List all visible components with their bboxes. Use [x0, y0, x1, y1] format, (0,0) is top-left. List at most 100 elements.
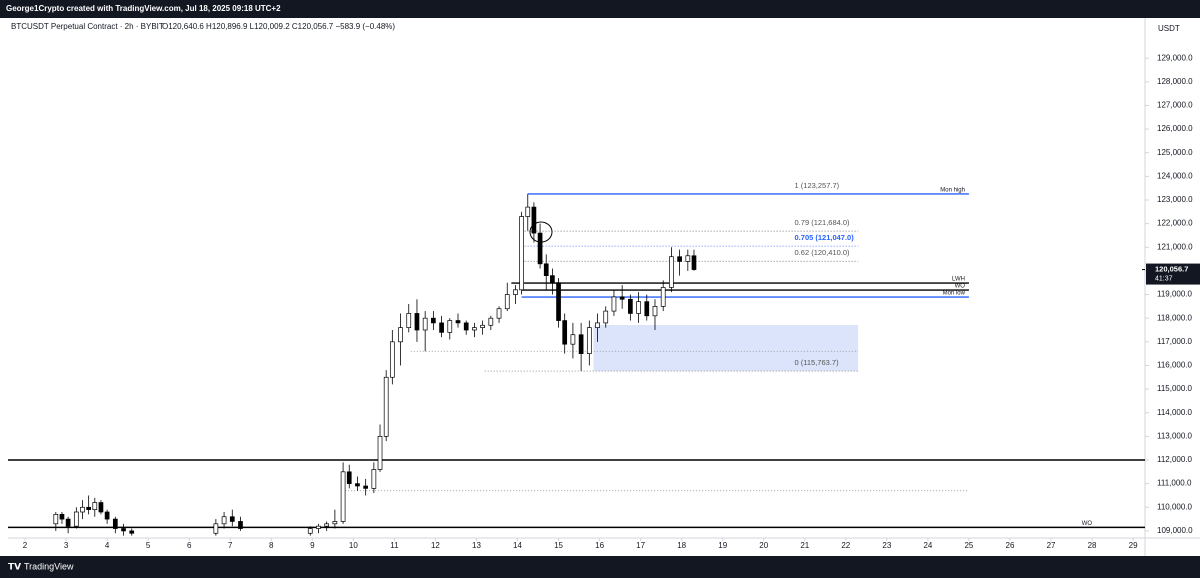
y-tick-label: 113,000.0: [1157, 431, 1193, 440]
y-tick-label: 119,000.0: [1157, 290, 1193, 299]
fib-label: 0 (115,763.7): [795, 358, 840, 367]
candle-body: [129, 530, 135, 534]
y-tick-label: 111,000.0: [1157, 479, 1192, 488]
y-tick-label: 114,000.0: [1157, 408, 1193, 417]
y-tick-label: 115,000.0: [1157, 384, 1193, 393]
candle-body: [691, 255, 697, 270]
y-tick-label: 127,000.0: [1157, 101, 1193, 110]
candle-body: [570, 334, 576, 345]
candle-body: [92, 502, 98, 510]
x-tick-label: 17: [636, 541, 645, 550]
x-tick-label: 24: [923, 541, 932, 550]
x-tick-label: 21: [800, 541, 809, 550]
fib-label: 0.705 (121,047.0): [795, 233, 855, 242]
candle-body: [121, 528, 126, 532]
created-by: George1Crypto created with TradingView.c…: [6, 4, 281, 13]
plot: [8, 193, 1145, 536]
candle-body: [73, 511, 79, 527]
fib-label: 1 (123,257.7): [795, 181, 840, 190]
zone: [593, 325, 859, 372]
ohlc-line: O120,640.6 H120,896.9 L120,009.2 C120,05…: [162, 22, 395, 31]
candle-body: [59, 514, 65, 520]
candle-body: [346, 471, 352, 484]
footer-text: TradingView: [24, 561, 74, 571]
candle-body: [324, 523, 330, 527]
x-tick-label: 15: [554, 541, 563, 550]
currency: USDT: [1158, 24, 1180, 33]
x-tick-label: 20: [759, 541, 768, 550]
candle-body: [316, 525, 321, 529]
y-tick-label: 124,000.0: [1157, 171, 1193, 180]
y-tick-label: 110,000.0: [1157, 502, 1193, 511]
candle-body: [371, 469, 377, 489]
candle-body: [496, 308, 502, 319]
x-tick-label: 6: [187, 541, 192, 550]
x-tick-label: 2: [23, 541, 28, 550]
x-tick-label: 27: [1047, 541, 1056, 550]
candle-body: [603, 310, 609, 324]
y-tick-label: 117,000.0: [1157, 337, 1193, 346]
y-tick-label: 112,000.0: [1157, 455, 1193, 464]
level-label: Mon high: [940, 187, 965, 193]
candle-body: [669, 256, 674, 288]
candle-body: [685, 255, 691, 262]
candle-body: [221, 516, 227, 525]
footer-bar: [0, 556, 1200, 578]
candle-body: [472, 327, 477, 331]
candle-body: [80, 506, 85, 513]
y-tick-label: 123,000.0: [1157, 195, 1193, 204]
candle-body: [595, 322, 600, 328]
candle-body: [332, 521, 338, 525]
last-price-label: 120,056.7: [1155, 265, 1188, 274]
candle-body: [480, 324, 485, 328]
y-tick-label: 129,000.0: [1157, 53, 1193, 62]
candle-body: [229, 516, 235, 522]
y-tick-label: 126,000.0: [1157, 124, 1193, 133]
candle-body: [389, 341, 395, 378]
x-tick-label: 14: [513, 541, 522, 550]
candle-body: [422, 317, 428, 331]
candle-body: [644, 301, 650, 317]
y-tick-label: 121,000.0: [1157, 242, 1193, 251]
candle-body: [611, 296, 617, 312]
x-tick-label: 10: [349, 541, 358, 550]
last-price-box: [1146, 263, 1200, 285]
x-tick-label: 8: [269, 541, 274, 550]
candle-body: [398, 327, 403, 343]
x-tick-label: 7: [228, 541, 233, 550]
candle-body: [531, 206, 537, 234]
candle-body: [652, 306, 658, 317]
candle-body: [463, 322, 469, 331]
x-tick-label: 5: [146, 541, 151, 550]
candle-body: [65, 518, 71, 527]
candle-body: [578, 334, 584, 354]
candle-body: [455, 320, 461, 324]
candle-body: [619, 296, 625, 300]
candle-body: [525, 206, 531, 217]
candle-body: [628, 298, 633, 314]
y-tick-label: 125,000.0: [1157, 148, 1193, 157]
level-label: WO: [955, 284, 966, 290]
x-tick-label: 29: [1129, 541, 1138, 550]
candle-body: [377, 436, 383, 470]
footer-logo: 𝗧𝗩: [8, 561, 21, 571]
y-tick-label: 116,000.0: [1157, 361, 1193, 370]
candle-body: [550, 275, 555, 284]
candle-body: [355, 483, 360, 487]
x-tick-label: 26: [1006, 541, 1015, 550]
x-tick-label: 19: [718, 541, 727, 550]
candle-body: [98, 502, 104, 513]
candle-body: [406, 313, 412, 328]
candle-body: [519, 216, 524, 291]
symbol-title: BTCUSDT Perpetual Contract · 2h · BYBIT: [11, 22, 164, 31]
y-tick-label: 109,000.0: [1157, 526, 1193, 535]
candle-body: [504, 294, 510, 310]
x-tick-label: 25: [964, 541, 973, 550]
x-tick-label: 9: [310, 541, 315, 550]
candle-body: [431, 317, 436, 324]
x-tick-label: 13: [472, 541, 481, 550]
level-label: WO: [1082, 521, 1093, 527]
candle-body: [86, 506, 91, 510]
